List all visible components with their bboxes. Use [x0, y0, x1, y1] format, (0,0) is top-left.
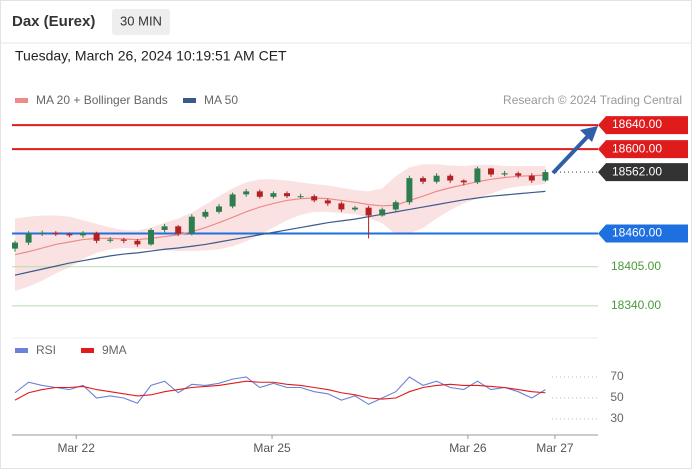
candle-body	[270, 193, 277, 197]
legend-swatch	[81, 348, 94, 353]
candle-body	[365, 207, 372, 216]
candle-body	[311, 196, 318, 201]
level-label: 18405.00	[611, 259, 661, 273]
legend-label: 9MA	[102, 343, 127, 357]
candle-body	[420, 178, 426, 182]
legend-label: RSI	[36, 343, 56, 357]
ma-line	[14, 190, 546, 276]
trend-arrow-head	[580, 126, 598, 142]
candle-body	[284, 193, 290, 197]
candle-body	[542, 172, 549, 181]
candle-body	[324, 200, 331, 204]
candle-body	[80, 232, 86, 236]
candle-body	[148, 229, 154, 245]
candle-body	[474, 168, 481, 183]
candle-body	[501, 173, 508, 175]
x-tick-label: Mar 27	[536, 441, 574, 455]
candle-body	[229, 194, 236, 207]
candle-body	[52, 232, 59, 235]
legend-label: MA 50	[204, 93, 238, 107]
candle-body	[256, 191, 263, 197]
candle-body	[515, 173, 522, 176]
candle-body	[406, 178, 413, 203]
x-tick-label: Mar 22	[58, 441, 96, 455]
candle-body	[243, 191, 250, 195]
candle-body	[338, 203, 345, 210]
level-tag	[598, 140, 688, 159]
candle-body	[175, 226, 182, 234]
candle-body	[134, 240, 141, 245]
x-tick-label: Mar 26	[449, 441, 487, 455]
candle-body	[93, 232, 100, 241]
legend-swatch	[15, 98, 28, 103]
candle-body	[25, 233, 32, 243]
candle-body	[528, 175, 535, 181]
candle-body	[433, 175, 440, 182]
level-label: 18562.00	[612, 164, 662, 178]
y-tick-label: 70	[610, 369, 624, 383]
timeframe[interactable]: 30 MIN	[120, 13, 162, 28]
legend-label: MA 20 + Bollinger Bands	[36, 93, 168, 107]
candle-body	[161, 226, 168, 230]
candle-body	[447, 175, 454, 181]
bollinger-band	[15, 164, 546, 291]
candle-body	[352, 207, 358, 210]
y-tick-label: 30	[610, 411, 624, 425]
trend-arrow	[551, 132, 592, 175]
level-label: 18640.00	[612, 117, 662, 131]
candle-body	[392, 202, 399, 210]
candle-body	[488, 168, 494, 175]
candle-body	[66, 234, 73, 236]
ma-line	[14, 174, 546, 256]
candle-body	[188, 216, 195, 234]
legend-swatch	[183, 98, 196, 103]
level-label: 18340.00	[611, 298, 661, 312]
level-label: 18460.00	[612, 226, 662, 240]
candle-body	[297, 196, 304, 198]
indicator-line	[14, 376, 546, 405]
timestamp: Tuesday, March 26, 2024 10:19:51 AM CET	[15, 48, 287, 64]
candle-body	[107, 239, 114, 241]
indicator-line	[14, 380, 546, 401]
level-tag	[598, 163, 688, 182]
candle-body	[202, 211, 209, 217]
candle-body	[120, 239, 127, 241]
candle-body	[216, 206, 222, 212]
x-tick-label: Mar 25	[253, 441, 291, 455]
candle-body	[379, 209, 386, 216]
y-tick-label: 50	[610, 390, 624, 404]
level-label: 18600.00	[612, 141, 662, 155]
candle-body	[39, 232, 46, 234]
attribution: Research © 2024 Trading Central	[503, 93, 682, 107]
level-tag	[598, 116, 688, 135]
timeframe-box[interactable]	[112, 9, 170, 35]
instrument-title: Dax (Eurex)	[12, 13, 95, 30]
legend-swatch	[15, 348, 28, 353]
candle-body	[460, 180, 467, 183]
candle-body	[12, 242, 18, 249]
level-tag	[598, 224, 688, 243]
